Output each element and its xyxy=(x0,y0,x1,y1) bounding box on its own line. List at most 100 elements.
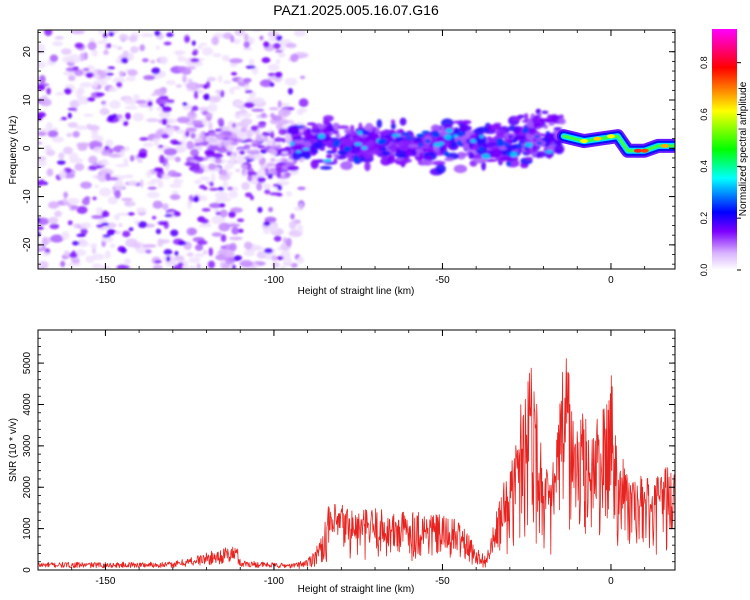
spectral-blob xyxy=(205,136,211,142)
spectral-blob xyxy=(116,114,123,119)
spectral-blob xyxy=(227,161,234,170)
spectral-blob xyxy=(220,234,227,243)
spectral-blob xyxy=(77,144,88,151)
spectral-blob xyxy=(453,134,458,138)
spectral-blob xyxy=(300,75,306,80)
spectral-blob xyxy=(91,49,98,57)
spectral-blob xyxy=(122,230,131,238)
spectral-blob xyxy=(244,241,253,250)
spectral-blob xyxy=(401,132,410,137)
spectral-blob xyxy=(400,158,413,163)
spectral-blob xyxy=(127,212,135,216)
spectral-blob xyxy=(248,58,255,67)
spectral-blob xyxy=(214,158,222,164)
spectral-blob xyxy=(199,42,208,47)
spectral-blob xyxy=(118,70,124,77)
spectral-blob xyxy=(92,146,105,154)
spectral-blob xyxy=(83,113,94,117)
spectral-blob xyxy=(274,71,283,78)
spectral-blob xyxy=(399,117,407,126)
spectral-blob xyxy=(174,256,185,262)
spectrogram-y-ticks: -20 -10 0 10 20 xyxy=(22,32,675,265)
spectral-blob xyxy=(71,259,81,264)
spectral-blob xyxy=(335,133,341,138)
y-tick-label: 0 xyxy=(22,145,33,151)
spectral-blob xyxy=(120,57,129,64)
spectral-blob xyxy=(256,168,266,178)
spectral-blob xyxy=(120,247,127,254)
spectral-blob xyxy=(238,228,244,233)
spectral-blob xyxy=(186,140,194,150)
spectral-blob xyxy=(203,93,210,100)
spectral-blob xyxy=(60,116,67,121)
spectral-blob xyxy=(215,89,222,94)
spectral-blob xyxy=(166,255,171,262)
spectral-blob xyxy=(282,237,287,244)
spectral-blob xyxy=(126,174,134,179)
spectral-blob xyxy=(142,244,157,248)
spectral-blob xyxy=(478,146,484,152)
spectral-blob xyxy=(194,142,201,147)
spectral-blob xyxy=(234,101,245,106)
spectral-blob xyxy=(481,153,491,159)
spectral-blob xyxy=(108,153,122,158)
spectral-blob xyxy=(296,125,305,128)
spectral-blob xyxy=(99,108,110,116)
spectral-blob xyxy=(263,221,271,227)
spectral-blob xyxy=(191,40,196,46)
spectral-blob xyxy=(185,66,197,70)
spectral-blob xyxy=(159,154,165,164)
spectral-blob xyxy=(127,52,135,61)
spectral-blob xyxy=(106,72,114,76)
spectral-blob xyxy=(444,157,454,162)
spectral-blob xyxy=(104,250,111,259)
spectral-blob xyxy=(263,247,273,254)
spectral-blob xyxy=(558,114,564,120)
spectral-blob xyxy=(327,122,333,133)
spectral-blob xyxy=(146,181,157,185)
spectral-blob xyxy=(227,186,233,191)
y-tick-label: -10 xyxy=(22,189,33,204)
spectral-blob xyxy=(235,168,241,173)
spectral-blob xyxy=(116,264,130,269)
spectral-blob xyxy=(74,42,84,49)
x-tick-label: -50 xyxy=(435,275,450,286)
spectral-blob xyxy=(38,217,41,223)
spectral-blob xyxy=(236,122,245,127)
spectral-blob xyxy=(112,113,118,119)
spectral-blob xyxy=(47,130,59,138)
spectral-blob xyxy=(296,109,304,116)
spectral-blob xyxy=(207,163,217,170)
spectral-blob xyxy=(95,92,105,97)
spectral-blob xyxy=(277,118,289,126)
spectral-blob xyxy=(239,150,246,155)
spectral-blob xyxy=(182,102,188,107)
spectral-blob xyxy=(140,33,154,38)
spectral-blob xyxy=(268,206,274,213)
spectral-blob xyxy=(233,255,243,261)
spectral-blob xyxy=(96,40,106,45)
spectral-blob xyxy=(153,88,167,96)
spectral-blob xyxy=(186,252,194,257)
spectral-blob xyxy=(554,144,565,155)
spectral-blob xyxy=(452,120,464,124)
spectral-blob xyxy=(38,43,46,52)
spectral-blob xyxy=(290,53,299,63)
spectral-blob xyxy=(115,180,123,185)
spectral-blob xyxy=(264,167,269,176)
spectral-blob xyxy=(398,140,411,145)
spectral-blob xyxy=(240,164,248,170)
spectral-blob xyxy=(121,197,133,202)
x-tick-label: -150 xyxy=(95,576,115,587)
spectral-blob xyxy=(267,31,280,38)
spectral-blob xyxy=(217,74,223,83)
spectral-blob xyxy=(285,191,293,197)
spectral-blob xyxy=(165,155,177,161)
spectral-blob xyxy=(277,100,282,108)
spectral-blob xyxy=(88,155,98,164)
spectral-blob xyxy=(96,224,104,228)
spectral-blob xyxy=(98,30,103,35)
spectral-blob xyxy=(525,156,533,160)
y-tick-label: -20 xyxy=(22,237,33,252)
x-tick-label: 0 xyxy=(608,275,614,286)
